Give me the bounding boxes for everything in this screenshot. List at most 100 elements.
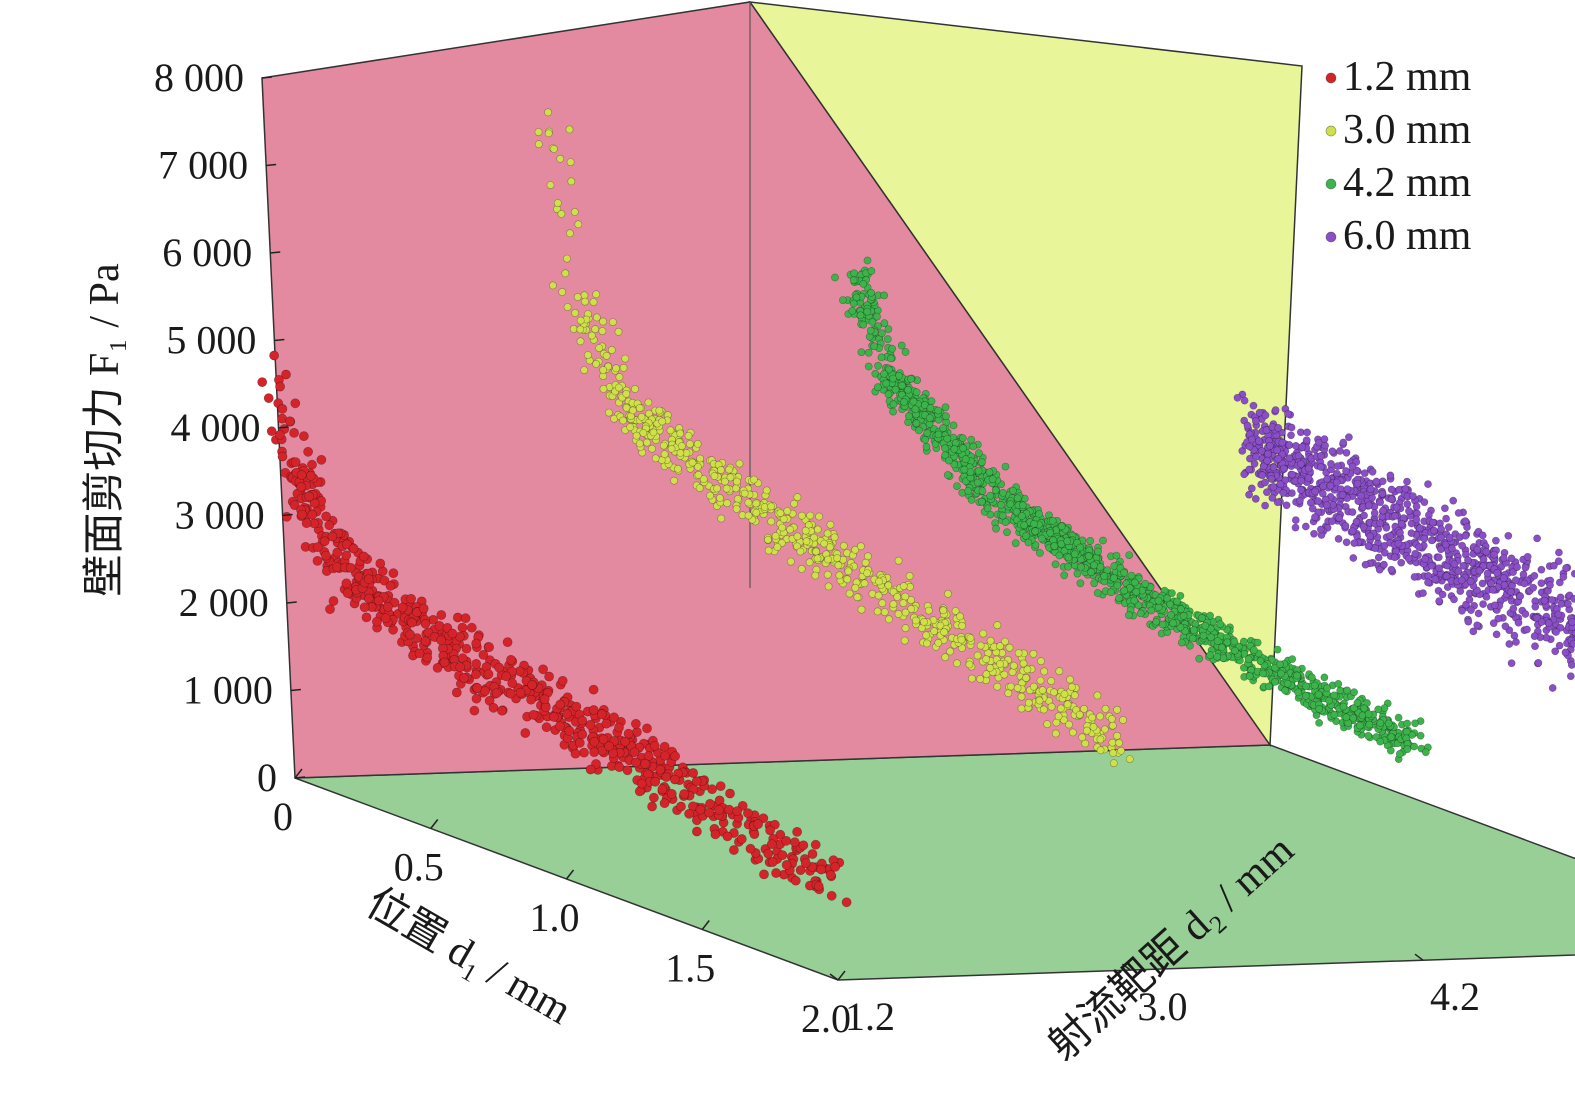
data-point [1263,456,1272,465]
data-point [871,369,880,378]
data-point [1268,493,1277,502]
data-point [1127,571,1136,580]
data-point [667,444,676,453]
data-point [1390,553,1399,562]
data-point [1555,641,1564,650]
data-point [1523,552,1532,561]
data-point [1513,563,1521,571]
data-point [864,348,873,357]
data-point [565,125,574,134]
data-point [798,511,806,520]
data-point [1245,465,1254,474]
data-point [642,723,652,734]
data-point [1093,589,1102,597]
data-point [820,539,828,548]
data-point [901,608,910,617]
legend-marker [1325,72,1337,84]
data-point [1269,463,1278,472]
data-point [1333,462,1342,470]
data-point [1252,452,1261,461]
data-point [1302,692,1310,700]
data-point [944,589,952,598]
z-tick-label: 1 000 [183,668,273,713]
data-point [1315,719,1323,727]
data-point [1507,659,1516,668]
data-point [576,337,585,346]
data-point [1119,716,1127,724]
data-point [898,381,906,390]
data-point [1365,720,1374,729]
data-point [1107,715,1116,723]
data-point [657,784,668,795]
data-point [385,581,396,591]
data-point [397,602,408,613]
data-point [1179,611,1188,620]
data-point [1120,568,1128,577]
data-point [549,281,557,290]
data-point [605,408,613,417]
data-point [592,290,601,299]
z-tick-label: 8 000 [154,55,244,100]
data-point [629,747,640,758]
data-point [1375,565,1384,574]
data-point [1176,591,1185,600]
data-point [502,637,513,647]
data-point [889,407,897,416]
data-point [991,486,1000,495]
data-point [1050,542,1059,550]
data-point [1345,433,1353,442]
data-point [901,624,910,633]
data-point [717,466,725,474]
data-point [1085,552,1093,561]
data-point [407,617,417,628]
data-point [1273,446,1281,455]
data-point [528,710,539,720]
data-point [644,398,653,407]
data-point [1332,478,1341,487]
data-point [810,839,821,850]
data-point [658,417,667,426]
data-point [598,327,607,335]
data-point [631,718,641,729]
data-point [307,509,318,520]
data-point [1479,600,1487,608]
data-point [436,635,446,646]
data-point [585,719,596,730]
data-point [1328,447,1337,456]
data-point [471,669,481,680]
data-point [1380,704,1389,712]
data-point [882,379,891,388]
data-point [679,789,690,799]
data-point [581,297,589,306]
data-point [1338,490,1347,499]
data-point [1089,723,1098,731]
data-point [1341,522,1350,530]
data-point [1435,564,1443,573]
data-point [579,747,589,758]
data-point [1050,688,1058,697]
data-point [1060,690,1069,698]
data-point [636,778,647,789]
data-point [1394,713,1403,722]
data-point [1273,645,1282,654]
data-point [1009,486,1017,495]
data-point [1115,594,1123,602]
data-point [574,220,583,229]
data-point [923,429,932,437]
data-point [848,306,857,315]
data-point [863,569,871,577]
data-point [637,412,646,421]
data-point [1100,572,1109,580]
data-point [1380,560,1388,569]
data-point [1387,495,1396,504]
data-point [1273,498,1282,507]
data-point [878,599,887,608]
data-point [1410,573,1419,581]
data-point [1096,735,1105,744]
data-point [1266,441,1274,450]
data-point [1008,668,1017,676]
data-point [725,788,735,799]
data-point [564,726,575,736]
data-point [648,444,656,453]
data-point [1048,516,1057,525]
